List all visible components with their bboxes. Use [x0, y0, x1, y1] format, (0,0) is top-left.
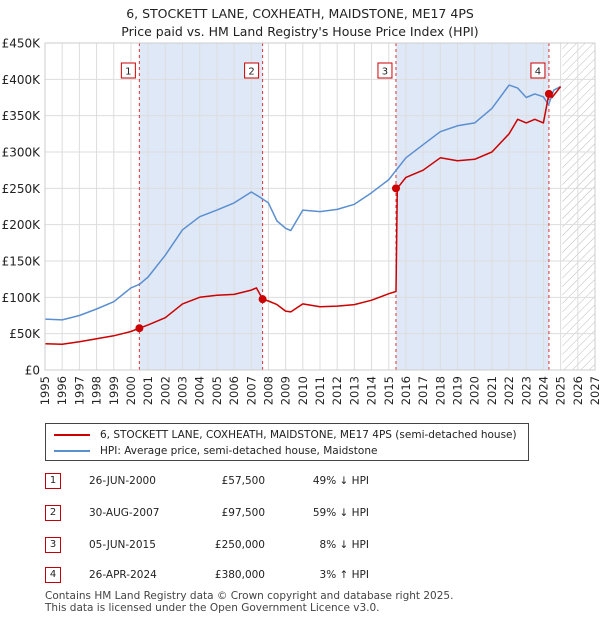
transaction-row: 2 30-AUG-2007 £97,500 59% ↓ HPI: [45, 503, 525, 523]
legend-item-property: 6, STOCKETT LANE, COXHEATH, MAIDSTONE, M…: [54, 427, 517, 443]
x-tick-label: 2014: [365, 376, 379, 405]
transaction-date: 26-APR-2024: [89, 569, 157, 581]
x-tick-label: 2013: [347, 376, 361, 405]
property-price-line: [45, 86, 562, 345]
legend-label-hpi: HPI: Average price, semi-detached house,…: [100, 445, 378, 457]
sale-badge-label: 2: [248, 67, 254, 78]
legend-swatch-hpi: [54, 450, 90, 452]
x-tick-label: 1997: [72, 376, 86, 405]
price-chart: 1 2 3 4 £0 £50K £100K £150K £200K £250K £300K £350K…: [2, 37, 600, 406]
footer-copyright: Contains HM Land Registry data © Crown c…: [45, 590, 454, 602]
y-tick-label: £150K: [2, 255, 42, 269]
y-tick-label: £50K: [9, 327, 41, 341]
transaction-price: £380,000: [214, 569, 265, 581]
y-tick-label: £400K: [2, 73, 42, 87]
x-tick-label: 2000: [124, 376, 138, 405]
sale-point: [258, 295, 267, 304]
sale-badge-label: 4: [535, 67, 541, 78]
x-tick-label: 2008: [261, 376, 275, 405]
legend-label-property: 6, STOCKETT LANE, COXHEATH, MAIDSTONE, M…: [100, 429, 517, 441]
y-tick-label: £350K: [2, 109, 42, 123]
transaction-hpi-diff: 3% ↑ HPI: [319, 569, 369, 581]
transaction-price: £97,500: [221, 507, 265, 519]
transaction-price: £250,000: [214, 539, 265, 551]
x-tick-label: 2021: [485, 376, 499, 405]
sale-badge-label: 1: [125, 67, 131, 78]
x-tick-label: 2010: [296, 376, 310, 405]
y-tick-label: £250K: [2, 182, 42, 196]
x-tick-label: 2016: [399, 376, 413, 405]
x-tick-label: 1996: [55, 376, 69, 405]
chart-subtitle: Price paid vs. HM Land Registry's House …: [121, 24, 479, 39]
y-tick-label: £100K: [2, 291, 42, 305]
x-tick-label: 2026: [571, 376, 585, 405]
x-tick-label: 1998: [90, 376, 104, 405]
transaction-price: £57,500: [221, 475, 265, 487]
x-tick-label: 2011: [313, 376, 327, 405]
plot-frame: [44, 42, 596, 371]
ownership-shade-2: [395, 43, 549, 370]
transaction-hpi-diff: 59% ↓ HPI: [312, 507, 369, 519]
transaction-date: 26-JUN-2000: [89, 475, 156, 487]
transaction-hpi-diff: 8% ↓ HPI: [319, 539, 369, 551]
transaction-number-badge: 3: [45, 537, 61, 553]
y-tick-label: £300K: [2, 146, 42, 160]
transaction-hpi-diff: 49% ↓ HPI: [312, 475, 369, 487]
transaction-date: 05-JUN-2015: [89, 539, 156, 551]
x-tick-label: 2015: [382, 376, 396, 405]
x-tick-label: 2001: [141, 376, 155, 405]
x-tick-label: 1999: [107, 376, 121, 405]
hpi-line: [45, 84, 561, 321]
sale-point: [391, 184, 400, 193]
x-tick-label: 2017: [416, 376, 430, 405]
x-tick-label: 2007: [244, 376, 258, 405]
y-tick-label: £200K: [2, 218, 42, 232]
x-tick-label: 2022: [502, 376, 516, 405]
x-tick-label: 2019: [451, 376, 465, 405]
y-tick-label: £450K: [2, 37, 42, 51]
x-tick-label: 2003: [176, 376, 190, 405]
transaction-number-badge: 1: [45, 473, 61, 489]
y-tick-label: £0: [25, 364, 40, 378]
x-tick-label: 2012: [330, 376, 344, 405]
sale-point: [135, 324, 144, 333]
x-tick-label: 2027: [588, 376, 600, 405]
chart-legend: 6, STOCKETT LANE, COXHEATH, MAIDSTONE, M…: [45, 423, 529, 461]
ownership-shade-1: [139, 43, 263, 370]
footer-licence: This data is licensed under the Open Gov…: [45, 602, 380, 614]
x-tick-label: 2018: [433, 376, 447, 405]
sale-badge: [377, 62, 393, 79]
x-tick-label: 2025: [554, 376, 568, 405]
x-tick-label: 2006: [227, 376, 241, 405]
sale-point: [544, 89, 553, 98]
forecast-hatch: [562, 43, 595, 370]
x-tick-label: 2024: [536, 376, 550, 405]
transaction-number-badge: 4: [45, 567, 61, 583]
transaction-date: 30-AUG-2007: [89, 507, 160, 519]
transaction-number-badge: 2: [45, 505, 61, 521]
sale-badge: [244, 62, 260, 79]
chart-title: 6, STOCKETT LANE, COXHEATH, MAIDSTONE, M…: [126, 6, 474, 21]
sale-badge: [120, 62, 136, 79]
x-tick-label: 2009: [279, 376, 293, 405]
transaction-row: 4 26-APR-2024 £380,000 3% ↑ HPI: [45, 565, 525, 585]
legend-swatch-property: [54, 434, 90, 436]
sale-badge-label: 3: [382, 67, 388, 78]
x-tick-label: 2023: [519, 376, 533, 405]
transaction-row: 3 05-JUN-2015 £250,000 8% ↓ HPI: [45, 535, 525, 555]
sale-badge: [530, 62, 546, 79]
x-tick-label: 2020: [468, 376, 482, 405]
legend-item-hpi: HPI: Average price, semi-detached house,…: [54, 443, 377, 459]
x-tick-label: 2004: [193, 376, 207, 405]
x-tick-label: 1995: [38, 376, 52, 405]
x-tick-label: 2002: [158, 376, 172, 405]
x-tick-label: 2005: [210, 376, 224, 405]
transaction-row: 1 26-JUN-2000 £57,500 49% ↓ HPI: [45, 471, 525, 491]
